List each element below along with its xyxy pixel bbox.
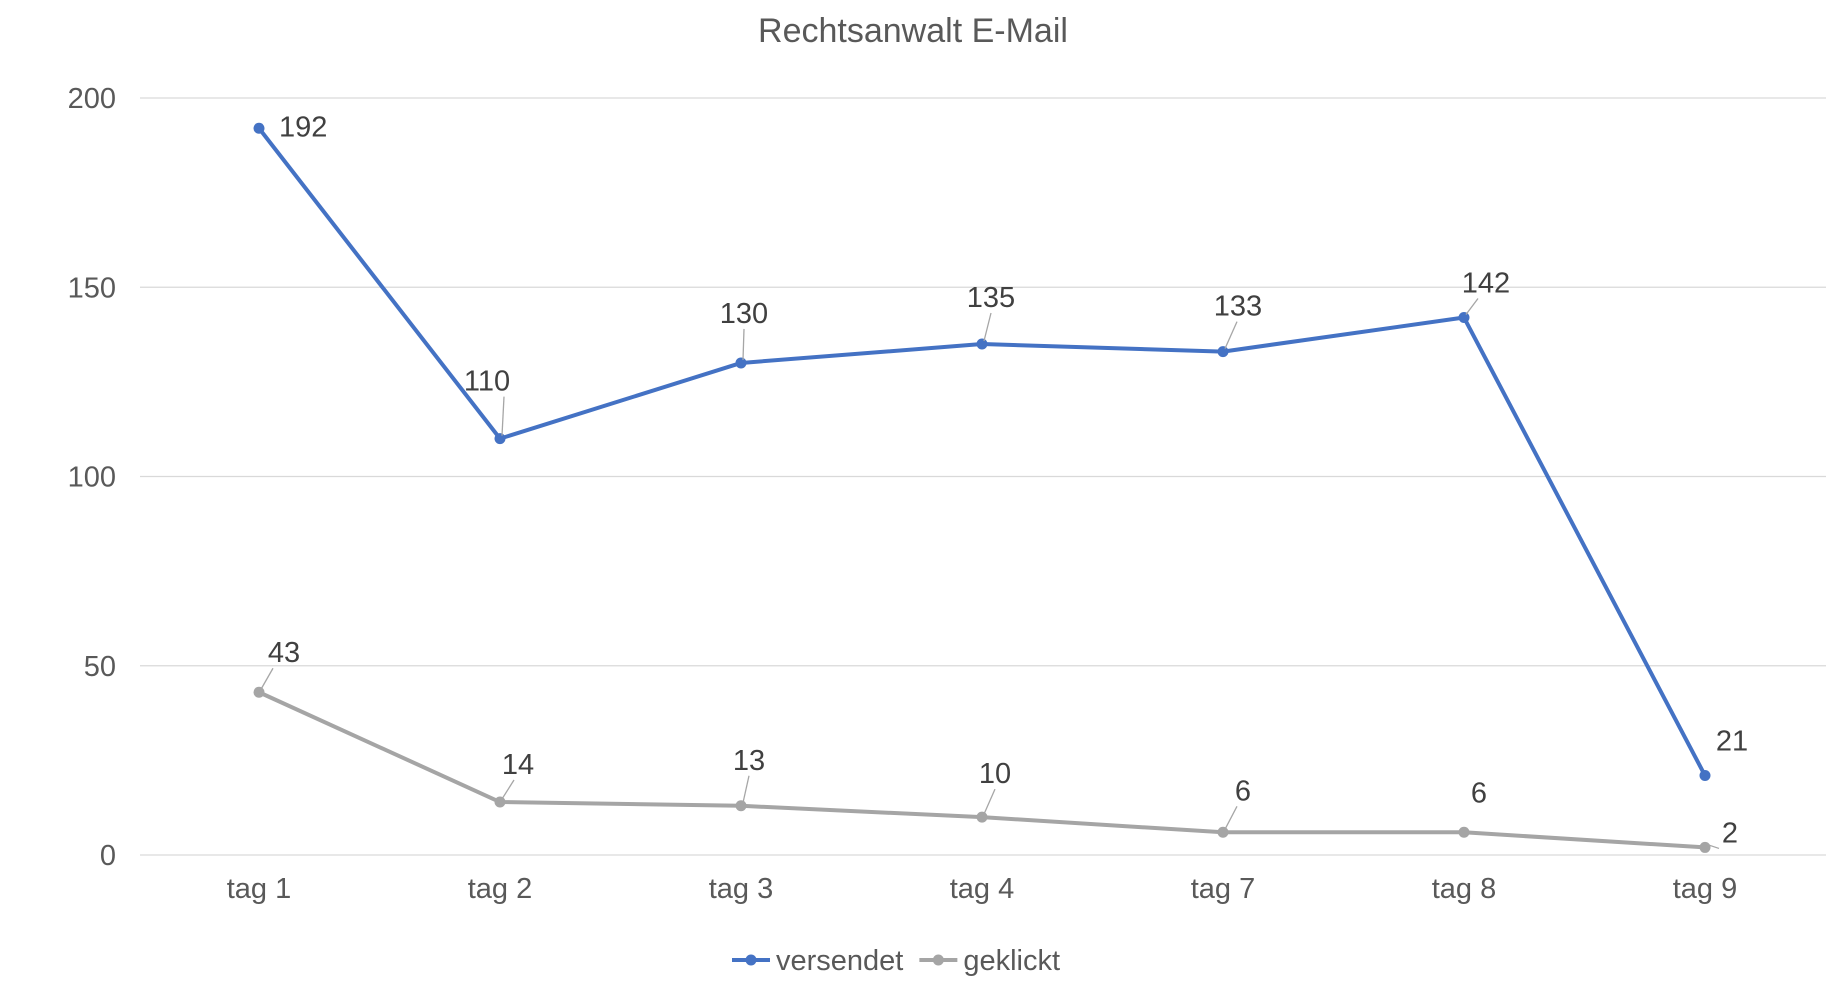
label-leader xyxy=(260,667,274,690)
x-axis-ticks: tag 1 tag 2 tag 3 tag 4 tag 7 tag 8 tag 9 xyxy=(227,873,1738,905)
data-point xyxy=(494,433,506,445)
data-labels: 192 110 130 135 133 142 21 43 14 13 10 6 6 2 xyxy=(260,111,1748,850)
label-leader xyxy=(501,396,505,436)
data-label: 130 xyxy=(720,298,768,330)
data-label: 133 xyxy=(1214,291,1262,323)
label-leader xyxy=(983,312,992,342)
data-point xyxy=(1699,841,1711,853)
legend-marker xyxy=(745,954,757,966)
data-label: 43 xyxy=(268,637,300,669)
data-point xyxy=(976,338,988,350)
y-tick-label: 200 xyxy=(68,83,116,115)
x-tick-label: tag 2 xyxy=(468,873,533,905)
data-label: 2 xyxy=(1722,817,1738,849)
x-tick-label: tag 3 xyxy=(709,873,774,905)
label-leader xyxy=(742,775,750,803)
y-tick-label: 150 xyxy=(68,272,116,304)
y-tick-label: 0 xyxy=(100,840,116,872)
data-point xyxy=(253,686,265,698)
x-tick-label: tag 7 xyxy=(1191,873,1256,905)
y-tick-label: 50 xyxy=(84,651,116,683)
x-tick-label: tag 8 xyxy=(1432,873,1497,905)
data-point xyxy=(494,796,506,808)
data-point xyxy=(735,357,747,369)
legend-marker xyxy=(932,954,944,966)
data-label: 13 xyxy=(733,745,765,777)
x-tick-label: tag 4 xyxy=(950,873,1015,905)
data-label: 110 xyxy=(464,366,510,398)
x-tick-label: tag 9 xyxy=(1673,873,1738,905)
series-lines xyxy=(253,122,1711,853)
data-label: 192 xyxy=(279,111,327,143)
legend: versendet geklickt xyxy=(732,945,1060,977)
data-label: 10 xyxy=(979,758,1011,790)
label-leader xyxy=(1465,298,1479,315)
label-leader xyxy=(742,328,745,360)
data-point xyxy=(976,811,988,823)
data-label: 21 xyxy=(1716,726,1748,758)
data-point xyxy=(1699,770,1711,782)
data-point xyxy=(1217,346,1229,358)
label-leader xyxy=(983,788,996,815)
data-point xyxy=(253,122,265,134)
data-point xyxy=(1458,826,1470,838)
legend-label: geklickt xyxy=(963,945,1060,977)
y-tick-label: 100 xyxy=(68,462,116,494)
label-leader xyxy=(1706,843,1720,850)
label-leader xyxy=(1224,805,1238,830)
x-tick-label: tag 1 xyxy=(227,873,292,905)
data-label: 6 xyxy=(1235,775,1251,807)
data-point xyxy=(1217,826,1229,838)
chart-title: Rechtsanwalt E-Mail xyxy=(758,12,1068,50)
data-label: 135 xyxy=(967,282,1015,314)
data-point xyxy=(1458,312,1470,324)
gridlines xyxy=(140,97,1826,856)
data-label: 14 xyxy=(502,749,534,781)
y-axis-ticks: 0 50 100 150 200 xyxy=(68,83,116,872)
data-point xyxy=(735,800,747,812)
data-label: 6 xyxy=(1471,777,1487,809)
label-leader xyxy=(501,779,515,800)
label-leader xyxy=(1224,321,1238,349)
data-label: 142 xyxy=(1462,268,1510,300)
legend-label: versendet xyxy=(776,945,903,977)
series-line-versendet xyxy=(257,126,1707,778)
